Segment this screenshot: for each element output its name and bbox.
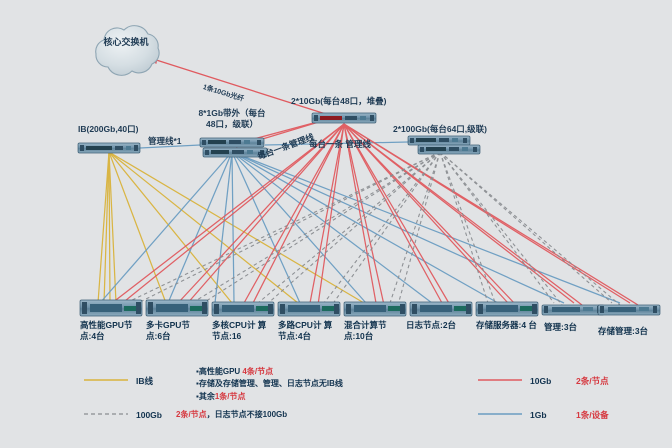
node-label-multiway-cpu: 多路CPU计 算节点:4台 xyxy=(278,320,333,342)
server-icon xyxy=(597,304,661,316)
switch-oob-1gb-a[interactable] xyxy=(199,137,265,148)
legend-10gb-note: 2条/节点 xyxy=(576,376,609,386)
node-label-hpc-gpu: 高性能GPU节 点:4台 xyxy=(80,320,133,342)
node-label-hybrid-compute: 混合计算节 点:10台 xyxy=(344,320,387,342)
legend-ib-bullet-3: ▪其余1条/节点 xyxy=(196,391,246,401)
core-fiber-link xyxy=(148,56,333,117)
node-label-management: 管理:3台 xyxy=(544,322,578,332)
legend-1gb-note: 1条/设备 xyxy=(576,410,609,420)
stack-10g-label: 2*10Gb(每台48口，堆叠) xyxy=(291,96,387,106)
server-icon xyxy=(343,301,407,317)
server-icon xyxy=(475,301,539,317)
node-label-multicore-cpu: 多核CPU计 算节点:16 xyxy=(212,320,267,342)
cloud-label: 核心交换机 xyxy=(103,37,149,47)
switch-100gb-b[interactable] xyxy=(417,144,481,155)
server-icon xyxy=(211,301,275,317)
server-node-icons[interactable] xyxy=(79,299,661,317)
switch-100g-label: 2*100Gb(每台64口,级联) xyxy=(393,124,487,134)
oob-1g-label: 8*1Gb带外（每台 48口，级联） xyxy=(198,108,266,129)
legend-10gb-name: 10Gb xyxy=(530,376,552,386)
switch-core-10gb[interactable] xyxy=(311,112,377,124)
legend-100gb-name: 100Gb xyxy=(136,410,162,420)
server-icon xyxy=(541,304,605,316)
legend-ib-name: IB线 xyxy=(136,376,154,386)
server-icon xyxy=(79,299,143,317)
switch-ib-200gb[interactable] xyxy=(77,142,141,154)
legend-sample-lines xyxy=(84,379,522,415)
node-label-log-node: 日志节点:2台 xyxy=(406,320,457,330)
ib-switch-label: IB(200Gb,40口) xyxy=(78,124,139,134)
switch-oob-1gb-b[interactable] xyxy=(202,147,268,158)
server-icon xyxy=(145,299,209,317)
legend-100gb-note-rest: ，日志节点不接100Gb xyxy=(206,410,288,419)
node-label-storage-server: 存储服务器:4 台 xyxy=(476,320,537,330)
legend-ib-bullets: ▪高性能GPU 4条/节点 ▪存储及存储管理、管理、日志节点无IB线 ▪其余1条… xyxy=(196,366,343,403)
node-label-storage-mgmt: 存储管理:3台 xyxy=(598,326,649,336)
hundred-gb-links xyxy=(125,151,621,306)
legend-100gb-note: 2条/节点，日志节点不接100Gb xyxy=(176,409,287,421)
switch-100gb-a[interactable] xyxy=(407,135,471,146)
legend-1gb-name: 1Gb xyxy=(530,410,547,420)
legend-ib-bullet-2: ▪存储及存储管理、管理、日志节点无IB线 xyxy=(196,379,343,389)
legend-ib-bullet-1: ▪高性能GPU 4条/节点 xyxy=(196,367,274,376)
mgmt-line-1-label: 管理线*1 xyxy=(148,136,182,146)
node-label-multicard-gpu: 多卡GPU节 点:6台 xyxy=(146,320,190,342)
server-icon xyxy=(277,301,341,317)
core-switch-cloud[interactable] xyxy=(95,25,160,76)
server-icon xyxy=(409,301,473,317)
mgmt-each-horizontal-label: 每台一条 管理线 xyxy=(309,139,371,149)
legend-100gb-note-highlight: 2条/节点 xyxy=(176,410,207,419)
